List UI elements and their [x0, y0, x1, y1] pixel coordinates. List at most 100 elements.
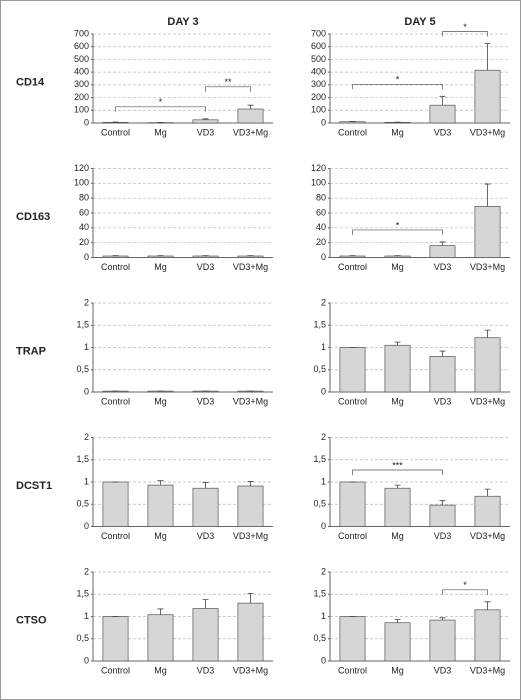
y-tick-label: 2 — [321, 566, 326, 576]
y-tick-label: 0 — [321, 386, 326, 396]
x-tick-label: VD3 — [197, 262, 215, 272]
y-tick-label: 60 — [79, 207, 89, 217]
row-label: CD163 — [16, 211, 50, 223]
y-tick-label: 400 — [74, 67, 89, 77]
y-tick-label: 2 — [84, 432, 89, 442]
y-tick-label: 200 — [311, 92, 326, 102]
error-bar — [202, 599, 209, 609]
error-bar — [202, 118, 209, 120]
column-header: DAY 3 — [167, 16, 198, 28]
error-bar — [439, 500, 446, 506]
x-tick-label: Control — [101, 262, 130, 272]
y-tick-label: 0 — [321, 655, 326, 665]
error-bar — [394, 484, 401, 489]
x-tick-label: Mg — [391, 396, 404, 406]
bar — [192, 487, 219, 527]
x-tick-label: VD3+Mg — [233, 127, 268, 137]
error-bar — [439, 617, 446, 621]
bar — [339, 347, 366, 393]
y-tick-label: 0 — [84, 117, 89, 127]
x-tick-label: Mg — [154, 531, 167, 541]
x-tick-label: Mg — [154, 396, 167, 406]
significance-label: * — [396, 220, 400, 230]
bar — [339, 481, 366, 527]
error-bar — [247, 104, 254, 110]
bar — [192, 608, 219, 662]
error-bar — [247, 481, 254, 487]
significance-bracket — [352, 83, 443, 90]
x-tick-label: Mg — [391, 127, 404, 137]
bar — [102, 122, 129, 124]
x-tick-label: VD3+Mg — [470, 262, 505, 272]
bar — [474, 495, 501, 527]
y-tick-label: 100 — [311, 105, 326, 115]
bar — [474, 609, 501, 662]
y-tick-label: 1,5 — [76, 454, 89, 464]
y-tick-label: 1 — [84, 342, 89, 352]
x-tick-label: VD3 — [197, 531, 215, 541]
y-tick-label: 0,5 — [313, 499, 326, 509]
x-tick-label: Control — [101, 127, 130, 137]
bar — [237, 602, 264, 662]
y-tick-label: 1,5 — [76, 320, 89, 330]
y-tick-label: 0,5 — [313, 364, 326, 374]
x-tick-label: Mg — [154, 665, 167, 675]
error-bar — [484, 488, 491, 497]
significance-label: * — [463, 580, 467, 590]
error-bar — [394, 341, 401, 346]
significance-label: * — [396, 75, 400, 85]
y-tick-label: 0,5 — [76, 364, 89, 374]
bar — [147, 614, 174, 662]
y-tick-label: 0,5 — [313, 633, 326, 643]
significance-label: ** — [224, 77, 232, 87]
significance-bracket — [352, 229, 443, 235]
bar — [102, 616, 129, 662]
bar — [474, 337, 501, 393]
y-tick-label: 2 — [84, 297, 89, 307]
error-bar — [484, 183, 491, 207]
x-tick-label: VD3+Mg — [233, 531, 268, 541]
y-tick-label: 1,5 — [313, 320, 326, 330]
y-tick-label: 400 — [311, 67, 326, 77]
y-tick-label: 0,5 — [76, 633, 89, 643]
error-bar — [439, 95, 446, 106]
significance-bracket — [352, 469, 443, 475]
y-tick-label: 100 — [74, 178, 89, 188]
significance-bracket — [442, 589, 488, 595]
y-tick-label: 2 — [84, 566, 89, 576]
x-tick-label: VD3 — [197, 127, 215, 137]
y-tick-label: 100 — [311, 178, 326, 188]
y-tick-label: 1,5 — [313, 589, 326, 599]
bar — [429, 504, 456, 527]
y-tick-label: 0 — [84, 655, 89, 665]
error-bar — [484, 43, 491, 71]
significance-bracket — [115, 106, 206, 112]
row-label: TRAP — [16, 345, 46, 357]
y-tick-label: 1,5 — [313, 454, 326, 464]
significance-label: *** — [392, 460, 403, 470]
y-tick-label: 1 — [321, 611, 326, 621]
x-tick-label: Mg — [391, 262, 404, 272]
y-tick-label: 1 — [321, 476, 326, 486]
y-tick-label: 0 — [84, 521, 89, 531]
bar — [429, 245, 456, 258]
bar — [429, 356, 456, 393]
x-tick-label: Control — [338, 262, 367, 272]
bar — [429, 104, 456, 124]
x-tick-label: VD3 — [434, 262, 452, 272]
row-label: CD14 — [16, 76, 45, 88]
y-tick-label: 700 — [74, 28, 89, 38]
y-tick-label: 1 — [321, 342, 326, 352]
bar — [147, 255, 174, 258]
significance-label: * — [463, 22, 467, 32]
y-tick-label: 20 — [316, 237, 326, 247]
y-tick-label: 1 — [84, 611, 89, 621]
x-tick-label: VD3+Mg — [470, 531, 505, 541]
x-tick-label: Mg — [391, 665, 404, 675]
error-bar — [247, 592, 254, 604]
y-tick-label: 120 — [311, 163, 326, 173]
x-tick-label: VD3 — [434, 127, 452, 137]
bar — [339, 255, 366, 258]
y-tick-label: 600 — [74, 41, 89, 51]
